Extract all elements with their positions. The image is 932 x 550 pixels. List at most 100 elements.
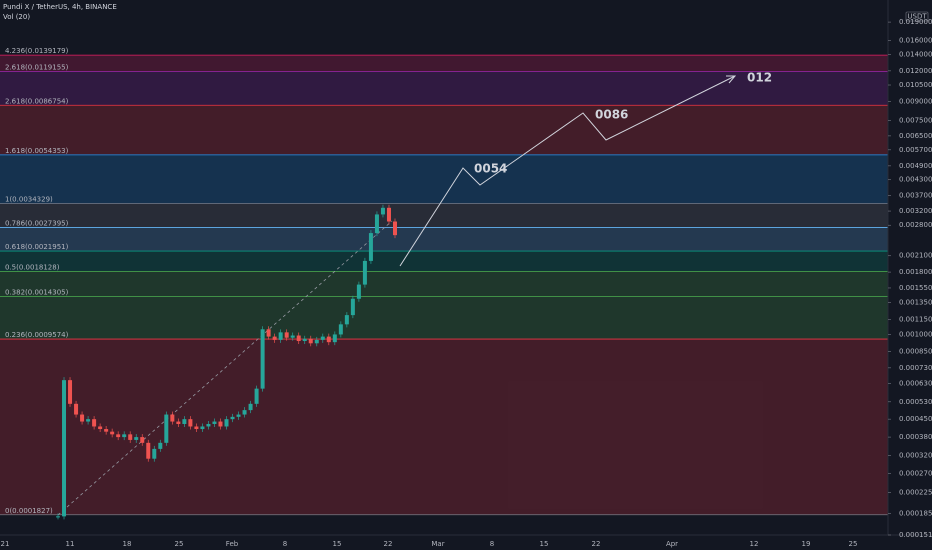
fib-label: 1.618(0.0054353) xyxy=(5,147,69,155)
candle xyxy=(86,419,91,422)
candle xyxy=(80,414,85,422)
fib-band xyxy=(0,271,888,297)
fib-band xyxy=(0,339,888,515)
x-tick-label: 22 xyxy=(384,540,393,548)
fib-band xyxy=(0,296,888,340)
fib-label: 0(0.0001827) xyxy=(5,507,53,515)
candle xyxy=(254,388,259,404)
x-tick-label: 12 xyxy=(750,540,759,548)
candle xyxy=(386,207,391,222)
candle xyxy=(188,419,193,427)
candle xyxy=(314,339,319,344)
candle xyxy=(290,335,295,338)
candle xyxy=(92,419,97,427)
candle xyxy=(332,334,337,343)
candle xyxy=(104,429,109,432)
candle xyxy=(146,442,151,459)
candle xyxy=(302,338,307,342)
x-tick-label: Mar xyxy=(431,540,444,548)
fib-band xyxy=(0,203,888,228)
fib-band xyxy=(0,251,888,272)
currency-label: USDT xyxy=(907,13,927,21)
candle xyxy=(182,419,187,424)
candle xyxy=(320,336,325,340)
candle xyxy=(110,431,115,435)
candle xyxy=(224,419,229,427)
x-tick-label: 19 xyxy=(802,540,811,548)
fib-label: 0.786(0.0027395) xyxy=(5,220,69,228)
fib-band xyxy=(0,55,888,72)
candle xyxy=(200,426,205,430)
candle xyxy=(338,324,343,335)
x-tick-label: 18 xyxy=(123,540,132,548)
candle xyxy=(362,260,367,285)
candle xyxy=(128,434,133,440)
candle xyxy=(116,434,121,438)
chart-title: Pundi X / TetherUS, 4h, BINANCE xyxy=(3,3,117,11)
candle xyxy=(176,421,181,424)
candle xyxy=(98,426,103,430)
candle xyxy=(140,437,145,443)
candle xyxy=(68,380,73,404)
x-tick-label: 22 xyxy=(592,540,601,548)
x-tick-label: 25 xyxy=(175,540,184,548)
candle xyxy=(194,426,199,430)
candle xyxy=(308,338,313,344)
fib-band xyxy=(0,154,888,204)
price-axis xyxy=(888,0,932,550)
candle xyxy=(260,329,265,389)
x-tick-label: 8 xyxy=(283,540,287,548)
candle xyxy=(212,421,217,424)
annotation: 012 xyxy=(747,71,772,85)
candle xyxy=(242,410,247,415)
candle xyxy=(152,448,157,459)
candle xyxy=(278,332,283,340)
candle xyxy=(326,336,331,343)
candle xyxy=(218,421,223,427)
fib-label: 0.5(0.0018128) xyxy=(5,263,60,271)
candle xyxy=(158,442,163,449)
y-tick-label: 0.0001510 xyxy=(899,531,932,539)
x-tick-label: 8 xyxy=(490,540,494,548)
candle xyxy=(122,434,127,438)
fib-label: 2.618(0.0086754) xyxy=(5,97,69,105)
candles xyxy=(56,204,397,520)
candle xyxy=(374,214,379,234)
candle xyxy=(62,380,67,517)
candle xyxy=(134,437,139,440)
candle xyxy=(296,335,301,342)
x-tick-label: Feb xyxy=(226,540,239,548)
x-tick-label: Apr xyxy=(666,540,678,548)
fib-label: 4.236(0.0139179) xyxy=(5,47,69,55)
fib-band xyxy=(0,227,888,252)
currency-badge xyxy=(905,11,929,22)
candle xyxy=(74,403,79,415)
candle xyxy=(164,414,169,443)
candle xyxy=(236,414,241,417)
fib-band xyxy=(0,105,888,155)
fib-bands: 4.236(0.0139179) 2.618(0.0119155) 2.618(0.… xyxy=(0,47,888,516)
candle xyxy=(393,221,397,236)
x-tick-label: 11 xyxy=(66,540,75,548)
